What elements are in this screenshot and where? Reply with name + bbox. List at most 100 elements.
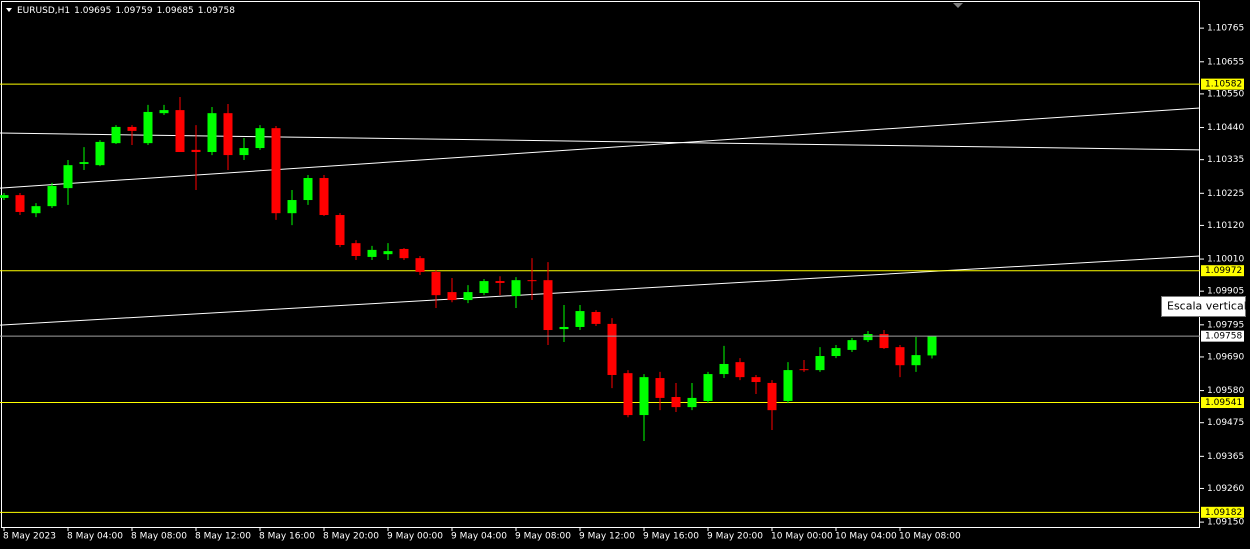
candle-body (447, 292, 457, 301)
candle-body (351, 243, 361, 257)
x-tick-label: 8 May 2023 (3, 532, 56, 542)
candle-body (783, 370, 793, 401)
candle-body (287, 200, 297, 214)
candle-body (223, 113, 233, 156)
level-label-box (1201, 397, 1244, 409)
x-tick-label: 9 May 04:00 (451, 532, 507, 542)
x-tick-label: 8 May 04:00 (67, 532, 123, 542)
candle-body (543, 280, 553, 331)
candle-body (591, 311, 601, 324)
candle-body (495, 281, 505, 283)
candle-body (927, 336, 937, 356)
candle-body (79, 162, 89, 164)
candle-body (639, 377, 649, 416)
candle-body (527, 280, 537, 282)
y-tick-label: 1.09475 (1207, 418, 1244, 428)
level-label: 1.10582 (1205, 80, 1242, 90)
candle-body (15, 195, 25, 212)
y-tick-label: 1.09150 (1207, 518, 1244, 528)
candle-body (687, 397, 697, 408)
candle-body (863, 334, 873, 341)
y-tick-label: 1.09260 (1207, 484, 1244, 494)
candle-body (735, 362, 745, 378)
candle-body (463, 292, 473, 301)
candle-body (47, 185, 57, 207)
level-label: 1.09972 (1205, 266, 1242, 276)
tooltip-box (1161, 296, 1246, 317)
candle-body (831, 348, 841, 357)
header-arrow[interactable] (6, 8, 12, 12)
y-tick-label: 1.10010 (1207, 255, 1244, 265)
header-close: 1.09758 (198, 6, 235, 16)
x-tick-label: 10 May 04:00 (835, 532, 897, 542)
candle-body (847, 340, 857, 350)
header: EURUSD,H1 1.09695 1.09759 1.09685 1.09758 (17, 6, 235, 16)
symbol: EURUSD,H1 (17, 6, 70, 16)
candle-body (767, 382, 777, 411)
candle-body (303, 178, 313, 201)
candle-body (415, 258, 425, 272)
plot-frame (1, 1, 1200, 528)
y-tick-label: 1.10440 (1207, 123, 1244, 133)
level-label: 1.09541 (1205, 398, 1242, 408)
candle-body (0, 195, 9, 198)
x-tick-label: 9 May 20:00 (707, 532, 763, 542)
candle-body (335, 215, 345, 245)
trend-line (0, 107, 1201, 189)
candle-body (319, 178, 329, 216)
candle-body (111, 126, 121, 144)
trend-line (0, 132, 1201, 151)
x-tick-label: 10 May 08:00 (899, 532, 961, 542)
bid-label-box (1201, 330, 1244, 342)
y-tick-label: 1.09690 (1207, 352, 1244, 362)
bid-label: 1.09758 (1205, 332, 1242, 342)
candle-body (815, 356, 825, 371)
x-tick-label: 8 May 08:00 (131, 532, 187, 542)
candle-body (143, 111, 153, 144)
candle-body (399, 248, 409, 259)
level-label-box (1201, 78, 1244, 90)
candle-body (671, 397, 681, 408)
x-tick-label: 9 May 12:00 (579, 532, 635, 542)
y-tick-label: 1.10120 (1207, 221, 1244, 231)
candle-body (367, 249, 377, 257)
header-low: 1.09685 (157, 6, 194, 16)
candle-body (703, 374, 713, 401)
candle-body (799, 369, 809, 371)
shift-marker (953, 3, 963, 8)
y-tick-label: 1.09365 (1207, 452, 1244, 462)
candle-body (127, 126, 137, 131)
level-label-box (1201, 506, 1244, 518)
y-tick-label: 1.09905 (1207, 287, 1244, 297)
candle-body (511, 280, 521, 297)
candle-body (175, 110, 185, 153)
x-tick-label: 9 May 16:00 (643, 532, 699, 542)
y-tick-label: 1.10655 (1207, 57, 1244, 67)
candle-body (751, 377, 761, 383)
x-tick-label: 8 May 20:00 (323, 532, 379, 542)
header-open: 1.09695 (74, 6, 111, 16)
candle-body (239, 148, 249, 156)
candle-body (95, 141, 105, 166)
candle-body (271, 128, 281, 214)
tooltip: Escala vertical (1167, 300, 1247, 313)
x-tick-label: 9 May 08:00 (515, 532, 571, 542)
candle-body (719, 363, 729, 375)
candle-body (575, 311, 585, 327)
x-tick-label: 8 May 12:00 (195, 532, 251, 542)
candle-body (879, 334, 889, 349)
candle-body (895, 347, 905, 366)
y-tick-label: 1.09580 (1207, 386, 1244, 396)
candle-body (63, 165, 73, 189)
candle-body (383, 251, 393, 255)
x-tick-label: 8 May 16:00 (259, 532, 315, 542)
candle-body (159, 110, 169, 114)
candle-body (655, 378, 665, 398)
candle-body (607, 323, 617, 375)
level-label-box (1201, 265, 1244, 277)
candle-body (911, 355, 921, 366)
y-tick-label: 1.10550 (1207, 89, 1244, 99)
candle-body (31, 206, 41, 214)
